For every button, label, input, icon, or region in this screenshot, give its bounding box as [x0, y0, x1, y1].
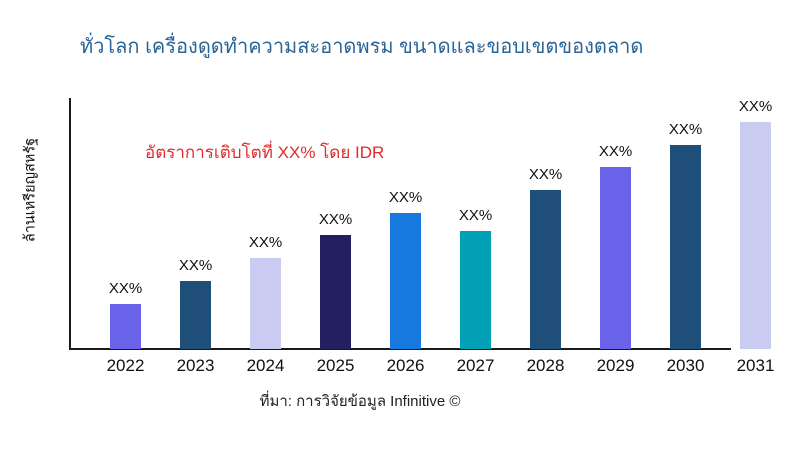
bar-value-label-2031: XX%	[738, 98, 773, 115]
growth-rate-annotation: อัตราการเติบโตที่ XX% โดย IDR	[145, 143, 385, 162]
x-tick-label-2028: 2028	[526, 356, 565, 375]
bar-value-label-2023: XX%	[178, 257, 213, 274]
bar-value-label-2028: XX%	[528, 166, 563, 183]
bar-2025	[320, 235, 351, 349]
bar-2027	[460, 231, 491, 349]
chart-title: ทั่วโลก เครื่องดูดทำความสะอาดพรม ขนาดและ…	[80, 36, 644, 58]
x-tick-label-2023: 2023	[176, 356, 215, 375]
bar-value-label-2025: XX%	[318, 211, 353, 228]
bar-2028	[530, 190, 561, 349]
bar-2026	[390, 213, 421, 349]
bar-2031	[740, 122, 771, 349]
bar-value-label-2030: XX%	[668, 121, 703, 138]
bar-2029	[600, 167, 631, 349]
bar-value-label-2026: XX%	[388, 189, 423, 206]
bar-2030	[670, 145, 701, 349]
y-axis-label: ล้านเหรียญสหรัฐ	[22, 137, 39, 243]
x-tick-label-2022: 2022	[106, 356, 145, 375]
x-tick-label-2031: 2031	[736, 356, 775, 375]
x-tick-label-2025: 2025	[316, 356, 355, 375]
bar-2024	[250, 258, 281, 349]
x-tick-label-2026: 2026	[386, 356, 425, 375]
bar-value-label-2029: XX%	[598, 143, 633, 160]
x-axis-line	[69, 348, 731, 350]
x-tick-label-2030: 2030	[666, 356, 705, 375]
bar-value-label-2024: XX%	[248, 234, 283, 251]
bar-2022	[110, 304, 141, 349]
bar-2023	[180, 281, 211, 349]
y-axis-line	[69, 98, 71, 350]
x-tick-label-2029: 2029	[596, 356, 635, 375]
source-note: ที่มา: การวิจัยข้อมูล Infinitive ©	[259, 393, 461, 410]
x-tick-label-2024: 2024	[246, 356, 285, 375]
bar-value-label-2027: XX%	[458, 207, 493, 224]
bar-value-label-2022: XX%	[108, 280, 143, 297]
x-tick-label-2027: 2027	[456, 356, 495, 375]
